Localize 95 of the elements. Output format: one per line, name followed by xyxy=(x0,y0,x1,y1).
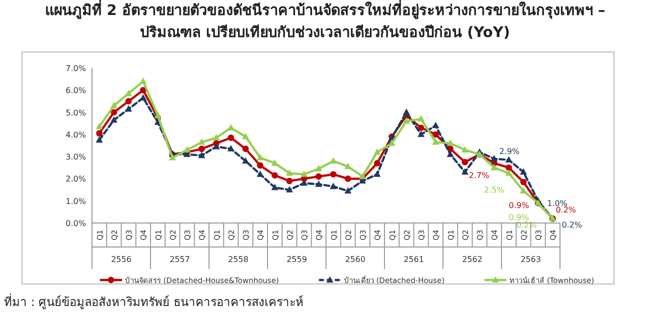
y-tick-label: 0.0% xyxy=(66,219,86,228)
point xyxy=(344,176,352,182)
point xyxy=(272,172,278,179)
point xyxy=(418,115,425,122)
point xyxy=(432,131,439,138)
point xyxy=(256,170,264,177)
point xyxy=(140,94,147,100)
point xyxy=(125,105,132,112)
text: 2556 xyxy=(111,255,132,264)
point xyxy=(168,154,176,160)
point xyxy=(402,108,410,115)
data-label: 2.9% xyxy=(499,146,520,156)
point xyxy=(520,187,527,194)
point xyxy=(300,170,308,177)
point xyxy=(344,187,352,194)
text: 2562 xyxy=(462,255,482,264)
point xyxy=(198,146,205,152)
data-label: 0.9% xyxy=(508,201,530,210)
data-label: 0.2% xyxy=(562,220,582,230)
point xyxy=(154,112,162,118)
point xyxy=(286,178,293,184)
point xyxy=(330,157,337,164)
point xyxy=(198,152,206,158)
point xyxy=(242,132,250,140)
y-tick-label: 5.0% xyxy=(66,108,86,118)
point xyxy=(520,168,527,175)
point xyxy=(96,130,103,137)
text: 2561 xyxy=(404,255,424,264)
point xyxy=(286,186,293,192)
point xyxy=(286,169,293,176)
point xyxy=(184,146,191,153)
chart-title: แผนภูมิที่ 2 อัตราขยายตัวของดัชนีราคาบ้านจัดสรรใหม่ที่อยู่ระหว่างการขายในกรุงเทพฯ – ปริมณฑล เปรียบเทียบกับช่วงเวลาเดียวกันของปีก่อน (YoY) xyxy=(44,0,606,43)
text: 2557 xyxy=(170,255,190,264)
point xyxy=(228,134,234,141)
point xyxy=(330,171,337,178)
point xyxy=(490,164,498,170)
point xyxy=(96,122,103,130)
point xyxy=(242,157,250,164)
point xyxy=(315,173,322,180)
point xyxy=(374,170,381,177)
point xyxy=(110,109,118,116)
text: 2559 xyxy=(286,255,307,264)
point xyxy=(140,86,146,94)
point xyxy=(344,162,352,170)
text: 2558 xyxy=(228,255,248,264)
point xyxy=(461,168,468,175)
point xyxy=(256,162,264,169)
point xyxy=(271,184,278,190)
point xyxy=(198,138,206,145)
y-tick-label: 1.0% xyxy=(66,196,86,206)
point xyxy=(125,98,132,104)
point xyxy=(212,134,220,140)
data-label: 2.5% xyxy=(484,186,505,195)
point xyxy=(446,150,454,157)
point xyxy=(140,77,147,84)
y-tick-label: 6.0% xyxy=(66,86,86,96)
data-label: 0.2% xyxy=(556,206,576,215)
text: 2560 xyxy=(345,255,366,264)
point xyxy=(125,90,132,96)
data-label: 2.7% xyxy=(468,171,490,180)
point xyxy=(315,180,322,187)
point xyxy=(432,122,440,128)
point xyxy=(374,160,380,166)
point xyxy=(505,156,512,162)
point xyxy=(110,116,118,123)
point xyxy=(461,146,468,153)
y-tick-label: 4.0% xyxy=(66,130,86,140)
point xyxy=(418,130,425,138)
point xyxy=(374,148,381,155)
point xyxy=(242,146,249,152)
point xyxy=(300,179,308,186)
point xyxy=(462,158,468,166)
point xyxy=(359,172,366,180)
point xyxy=(315,164,322,172)
point xyxy=(110,102,118,108)
data-label: 0.9% xyxy=(508,213,530,222)
point xyxy=(212,142,220,150)
data-label: 1.0% xyxy=(547,198,568,208)
point xyxy=(490,154,498,162)
point xyxy=(402,117,410,124)
y-tick-label: 7.0% xyxy=(66,64,86,73)
point xyxy=(330,182,337,190)
point xyxy=(418,124,424,131)
point xyxy=(432,138,440,145)
point xyxy=(96,136,103,143)
point xyxy=(506,164,512,171)
text: 2563 xyxy=(520,255,541,264)
y-tick-label: 2.0% xyxy=(66,174,86,184)
point xyxy=(505,169,512,176)
point xyxy=(227,145,234,152)
y-tick-label: 3.0% xyxy=(66,152,86,162)
point xyxy=(256,154,264,160)
point xyxy=(446,139,454,146)
text: ที่มา : ศูนย์ข้อมูลอสังหาริมทรัพย์ ธนาคารอาคารสงเคราะห์ xyxy=(4,293,304,310)
point xyxy=(520,178,527,186)
